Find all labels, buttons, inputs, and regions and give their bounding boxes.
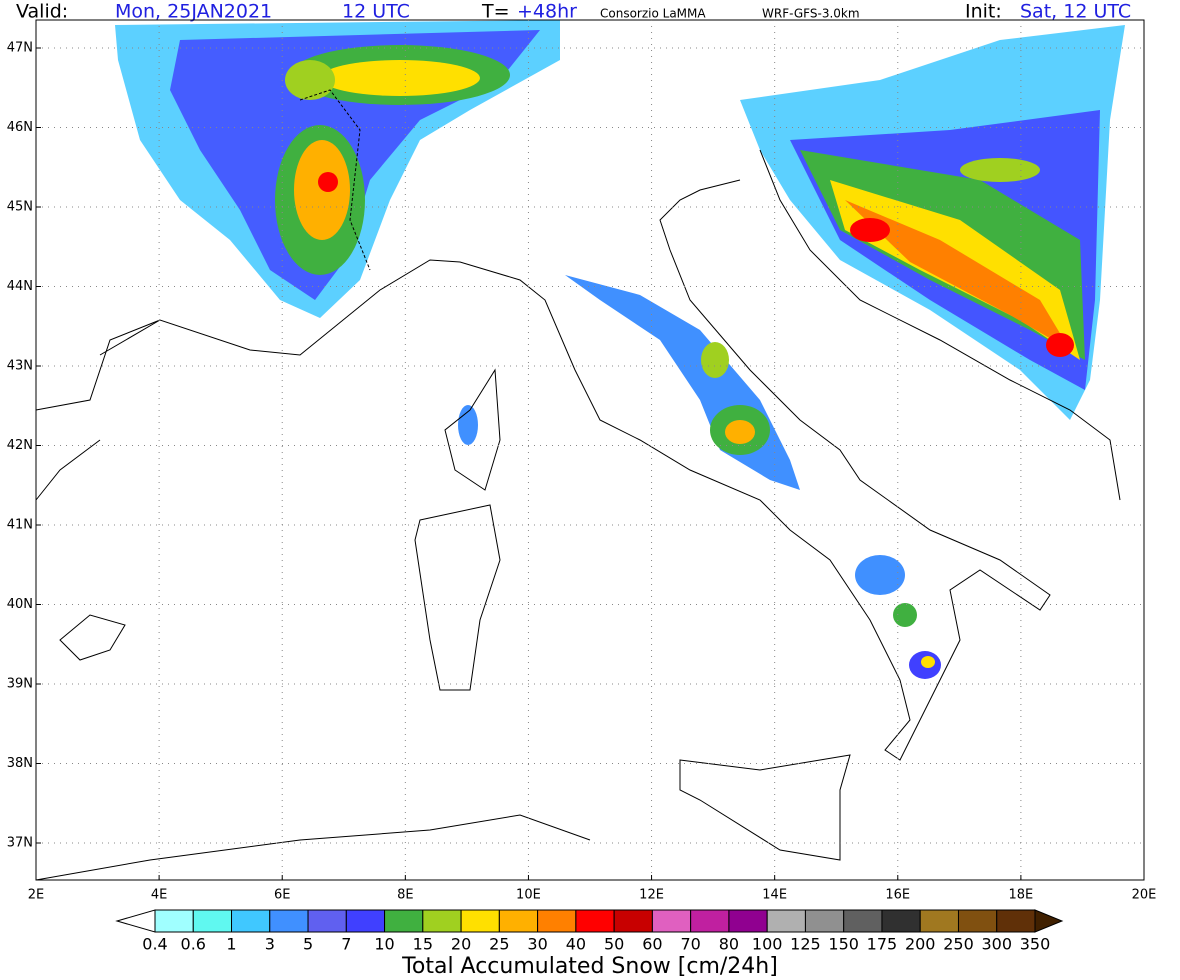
colorbar-label: 0.4 bbox=[142, 935, 167, 954]
init-value: Sat, 12 UTC bbox=[1020, 1, 1131, 23]
colorbar-box bbox=[957, 909, 998, 933]
lat-label: 43N bbox=[7, 359, 33, 374]
colorbar-box bbox=[269, 909, 309, 933]
map bbox=[35, 19, 1145, 881]
snow-balkans bbox=[740, 25, 1125, 420]
lon-label: 12E bbox=[639, 888, 664, 903]
colorbar-label: 350 bbox=[1020, 935, 1051, 954]
lon-label: 18E bbox=[1009, 888, 1034, 903]
colorbar-box bbox=[919, 909, 959, 933]
colorbar-label: 175 bbox=[867, 935, 898, 954]
lon-label: 6E bbox=[274, 888, 291, 903]
lon-label: 8E bbox=[397, 888, 414, 903]
colorbar-label: 100 bbox=[752, 935, 783, 954]
lat-label: 42N bbox=[7, 438, 33, 453]
lat-label: 40N bbox=[7, 597, 33, 612]
valid-label: Valid: bbox=[16, 1, 68, 23]
colorbar-box bbox=[154, 909, 194, 933]
colorbar-label: 300 bbox=[981, 935, 1012, 954]
colorbar-label: 3 bbox=[265, 935, 275, 954]
colorbar-box bbox=[231, 909, 271, 933]
lon-label: 2E bbox=[28, 888, 45, 903]
colorbar-arrow-low bbox=[115, 909, 156, 933]
colorbar-box bbox=[537, 909, 577, 933]
colorbar-label: 70 bbox=[680, 935, 700, 954]
colorbar-label: 200 bbox=[905, 935, 936, 954]
colorbar-box bbox=[460, 909, 500, 933]
lon-label: 20E bbox=[1132, 888, 1157, 903]
lat-label: 45N bbox=[7, 200, 33, 215]
coastlines bbox=[35, 89, 1121, 881]
colorbar-box bbox=[690, 909, 730, 933]
init-label: Init: bbox=[965, 1, 1002, 23]
colorbar-label: 25 bbox=[489, 935, 509, 954]
colorbar-box bbox=[881, 909, 921, 933]
model: WRF-GFS-3.0km bbox=[762, 7, 860, 21]
colorbar-label: 1 bbox=[226, 935, 236, 954]
colorbar-box bbox=[651, 909, 692, 933]
lon-label: 16E bbox=[885, 888, 910, 903]
colorbar-box bbox=[498, 909, 539, 933]
t-label: T= bbox=[481, 1, 510, 23]
colorbar-label: 250 bbox=[943, 935, 974, 954]
lat-label: 38N bbox=[7, 756, 33, 771]
colorbar-box bbox=[613, 909, 653, 933]
colorbar-label: 125 bbox=[790, 935, 821, 954]
lon-label: 10E bbox=[516, 888, 541, 903]
colorbar-label: 80 bbox=[719, 935, 739, 954]
valid-time: 12 UTC bbox=[342, 1, 410, 23]
t-value: +48hr bbox=[517, 1, 577, 23]
colorbar-arrow-high bbox=[1034, 909, 1064, 933]
colorbar-label: 10 bbox=[374, 935, 394, 954]
colorbar-box bbox=[575, 909, 615, 933]
lon-label: 4E bbox=[151, 888, 168, 903]
colorbar-box bbox=[307, 909, 347, 933]
lat-label: 47N bbox=[7, 41, 33, 56]
lat-label: 44N bbox=[7, 279, 33, 294]
colorbar-label: 40 bbox=[566, 935, 586, 954]
lat-label: 37N bbox=[7, 836, 33, 851]
colorbar-label: 60 bbox=[642, 935, 662, 954]
colorbar-label: 7 bbox=[341, 935, 351, 954]
colorbar-box bbox=[728, 909, 768, 933]
colorbar-box bbox=[384, 909, 424, 933]
lat-label: 41N bbox=[7, 518, 33, 533]
colorbar-box bbox=[766, 909, 806, 933]
map-frame bbox=[35, 19, 1145, 881]
colorbar-box bbox=[422, 909, 462, 933]
colorbar-box bbox=[345, 909, 386, 933]
colorbar: 0.4 0.6 1 3 5 7 10 15 20 25 30 40 50 60 70 80 100 125 150 1… bbox=[115, 909, 1064, 954]
lat-label: 39N bbox=[7, 677, 33, 692]
colorbar-label: 15 bbox=[413, 935, 433, 954]
colorbar-box bbox=[804, 909, 845, 933]
lon-label: 14E bbox=[762, 888, 787, 903]
institution: Consorzio LaMMA bbox=[600, 7, 706, 21]
colorbar-box bbox=[996, 909, 1036, 933]
colorbar-title: Total Accumulated Snow [cm/24h] bbox=[401, 954, 778, 979]
colorbar-label: 20 bbox=[451, 935, 471, 954]
colorbar-label: 0.6 bbox=[181, 935, 206, 954]
valid-date: Mon, 25JAN2021 bbox=[115, 1, 272, 23]
lat-label: 46N bbox=[7, 120, 33, 135]
colorbar-box bbox=[843, 909, 883, 933]
colorbar-label: 150 bbox=[828, 935, 859, 954]
colorbar-box bbox=[192, 909, 233, 933]
colorbar-label: 30 bbox=[527, 935, 547, 954]
colorbar-label: 50 bbox=[604, 935, 624, 954]
colorbar-label: 5 bbox=[303, 935, 313, 954]
snow-alps bbox=[115, 20, 560, 318]
